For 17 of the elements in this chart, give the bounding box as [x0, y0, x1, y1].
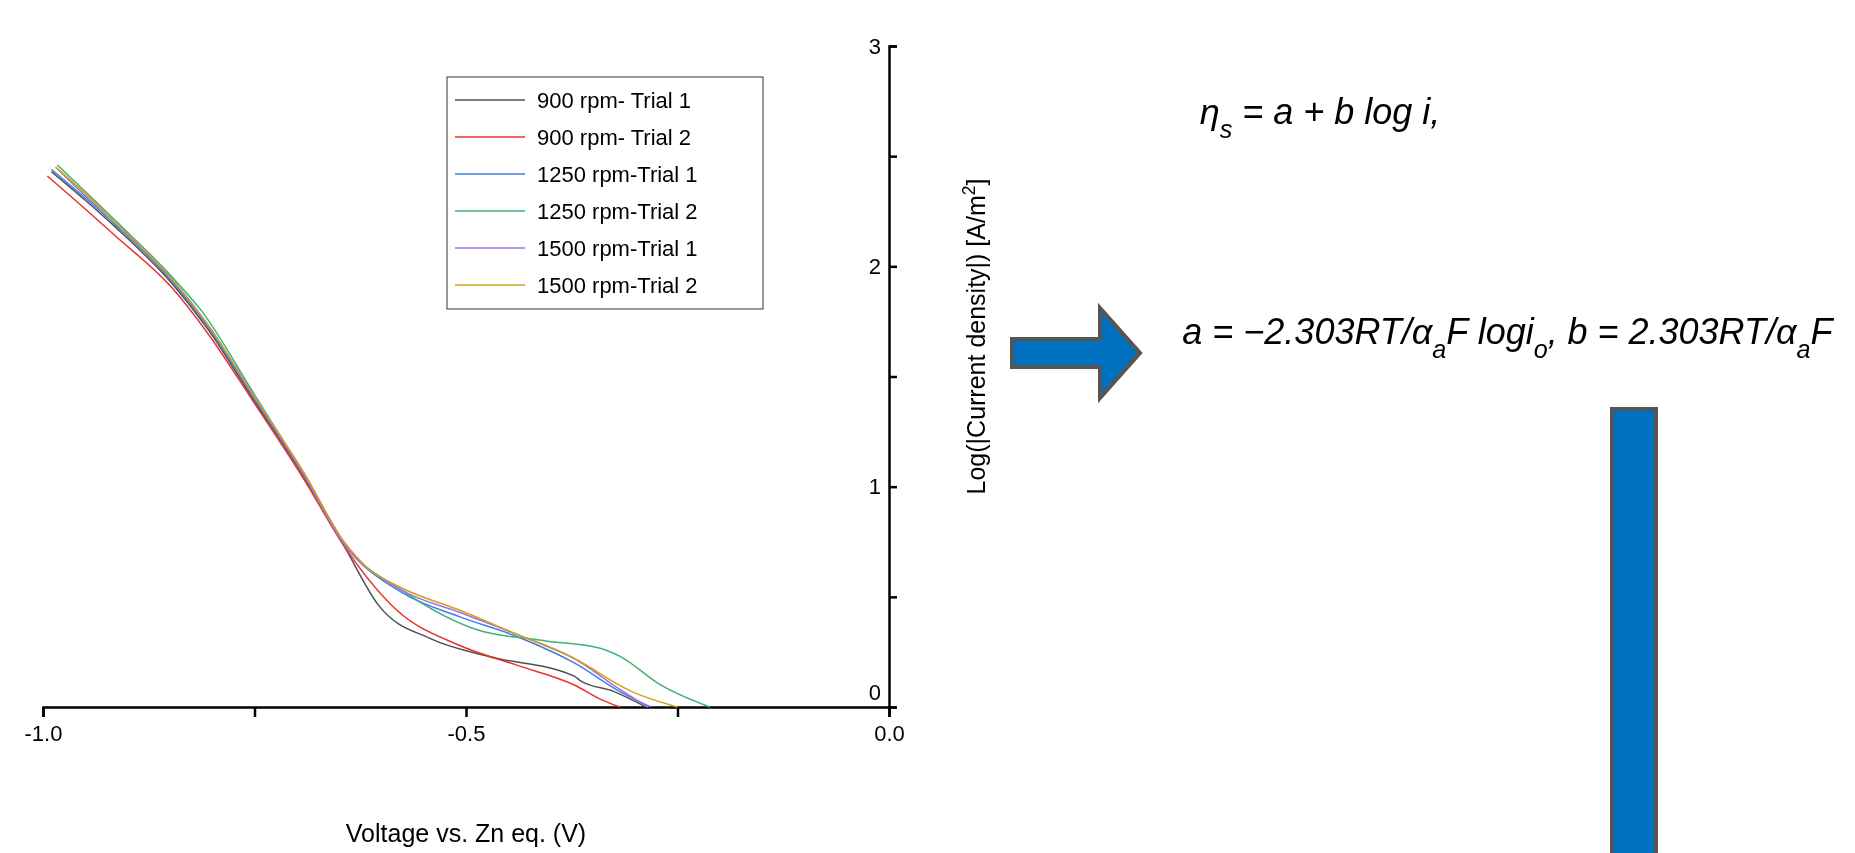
x-tick-label: -1.0: [24, 720, 63, 746]
text: η$_{s}$ = a + b log i,: [1199, 91, 1441, 143]
y-tick-label: 2: [868, 253, 881, 279]
text: a = −2.303RT/α$_{a}$F logi$_{o}$,: [1182, 311, 1558, 363]
x-tick-label: 0.0: [874, 720, 905, 746]
text: b = 2.303RT/α$_{a}$F: [1567, 311, 1835, 363]
legend-label: 1250 rpm-Trial 2: [537, 199, 698, 224]
y-tick-label: 3: [868, 33, 881, 59]
legend-label: 1250 rpm-Trial 1: [537, 162, 698, 187]
x-tick-label: -0.5: [447, 720, 486, 746]
y-tick-label: 0: [868, 679, 881, 705]
legend-label: 1500 rpm-Trial 2: [537, 273, 698, 298]
legend-label: 900 rpm- Trial 2: [537, 125, 692, 150]
legend-label: 900 rpm- Trial 1: [537, 88, 692, 113]
y-tick-label: 1: [868, 474, 881, 500]
legend-label: 1500 rpm-Trial 1: [537, 236, 698, 261]
x-axis-title: Voltage vs. Zn eq. (V): [345, 819, 587, 847]
